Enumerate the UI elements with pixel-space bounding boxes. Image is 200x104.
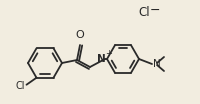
Text: N: N [97, 54, 106, 64]
Text: Cl: Cl [16, 81, 25, 91]
Text: N: N [153, 59, 161, 69]
Text: Cl: Cl [138, 6, 150, 20]
Text: O: O [76, 30, 84, 40]
Text: −: − [150, 4, 160, 17]
Text: +: + [106, 48, 112, 58]
